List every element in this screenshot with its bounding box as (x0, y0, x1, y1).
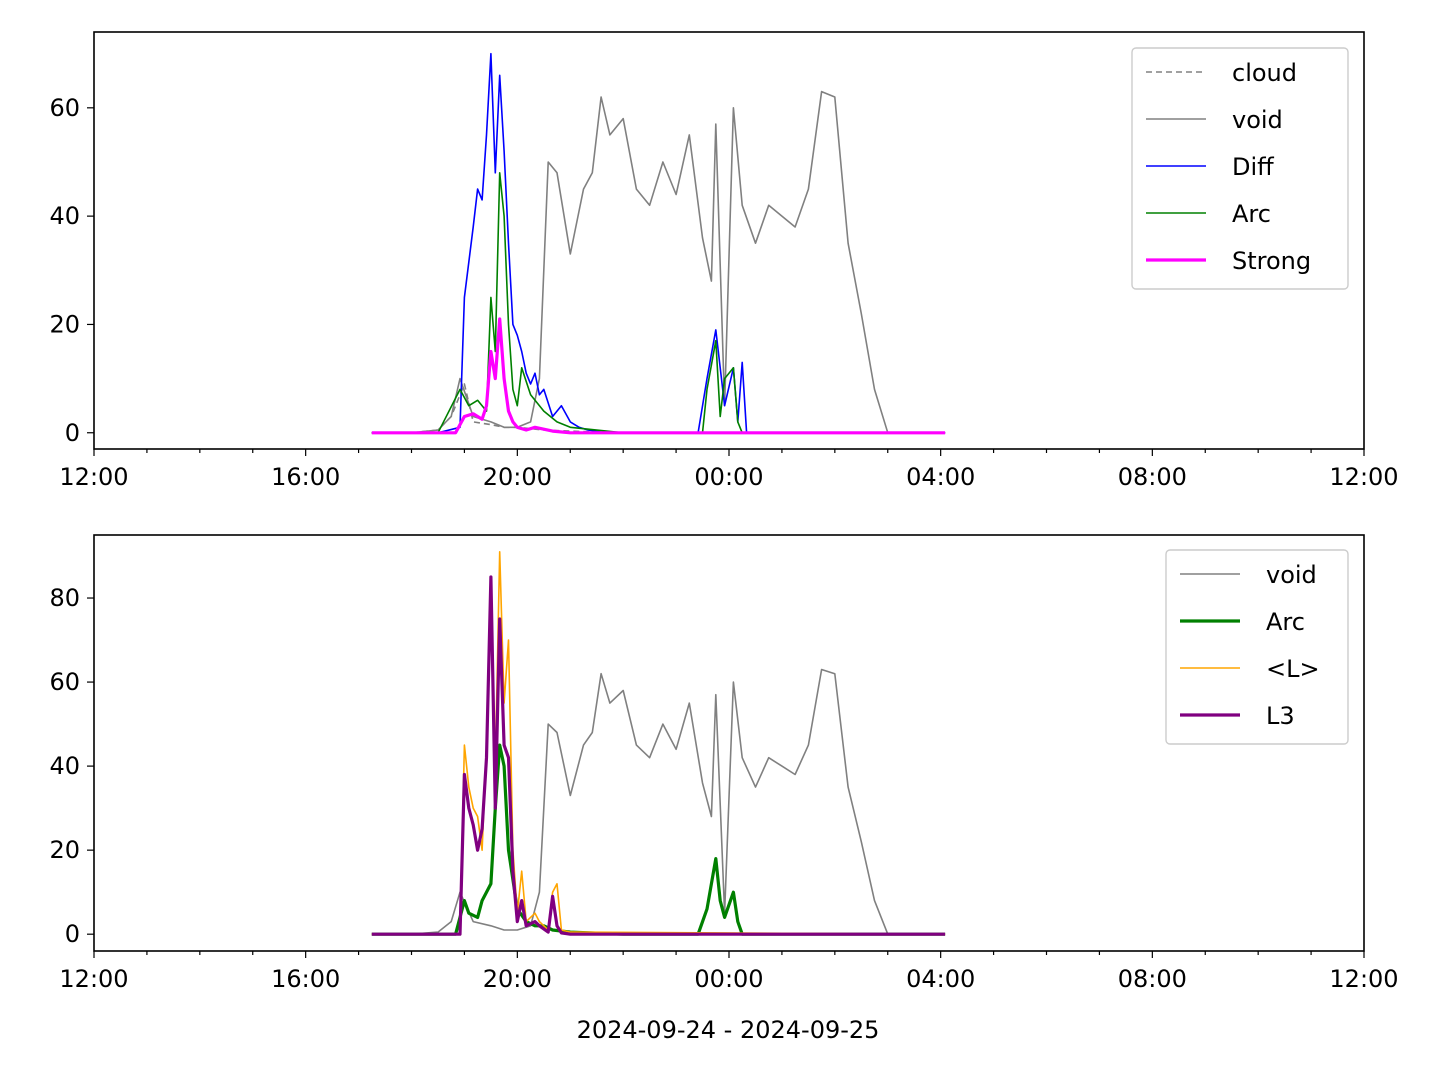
y-tick-label: 0 (65, 419, 80, 447)
y-tick-label: 0 (65, 920, 80, 948)
legend-label: L3 (1266, 702, 1295, 730)
x-tick-label: 12:00 (1329, 965, 1398, 993)
series-line-arc (371, 743, 946, 936)
y-tick-label: 40 (49, 752, 80, 780)
legend-label: Arc (1266, 608, 1305, 636)
x-tick-label: 08:00 (1118, 965, 1187, 993)
x-tick-label: 04:00 (906, 965, 975, 993)
x-tick-label: 12:00 (59, 965, 128, 993)
bottom-axes: 12:00 16:00 20:00 00:00 04:00 08:00 12:00 0 20 40… (49, 534, 1399, 993)
x-tick-label: 04:00 (906, 463, 975, 491)
x-tick-label: 16:00 (271, 463, 340, 491)
y-tick-label: 60 (49, 94, 80, 122)
legend-label: cloud (1232, 59, 1297, 87)
series-line-l3 (371, 575, 946, 936)
series-line-strong (371, 317, 946, 435)
x-axis-label: 2024-09-24 - 2024-09-25 (577, 1016, 880, 1044)
x-tick-label: 00:00 (694, 965, 763, 993)
y-tick-label: 60 (49, 668, 80, 696)
x-tick-label: 12:00 (59, 463, 128, 491)
legend-label: <L> (1266, 655, 1320, 683)
top-axes: 12:00 16:00 20:00 00:00 04:00 08:00 12:00 0 20 40… (49, 31, 1399, 491)
legend-label: void (1266, 561, 1317, 589)
x-tick-label: 20:00 (483, 463, 552, 491)
legend-label: Arc (1232, 200, 1271, 228)
x-tick-label: 00:00 (694, 463, 763, 491)
legend-label: Diff (1232, 153, 1274, 181)
y-tick-label: 20 (49, 836, 80, 864)
y-tick-label: 40 (49, 202, 80, 230)
x-tick-label: 08:00 (1118, 463, 1187, 491)
series-line-void (371, 668, 946, 935)
y-tick-label: 20 (49, 310, 80, 338)
x-tick-label: 16:00 (271, 965, 340, 993)
legend-label: Strong (1232, 247, 1311, 275)
legend: cloud void Diff Arc Strong (1131, 47, 1349, 290)
x-tick-label: 12:00 (1329, 463, 1398, 491)
series-line-l (371, 551, 946, 935)
y-tick-label: 80 (49, 584, 80, 612)
legend-label: void (1232, 106, 1283, 134)
series-line-diff (371, 52, 946, 434)
series-line-void (371, 90, 946, 434)
legend: void Arc <L> L3 (1165, 549, 1349, 745)
x-tick-label: 20:00 (483, 965, 552, 993)
series-line-arc (371, 172, 946, 434)
